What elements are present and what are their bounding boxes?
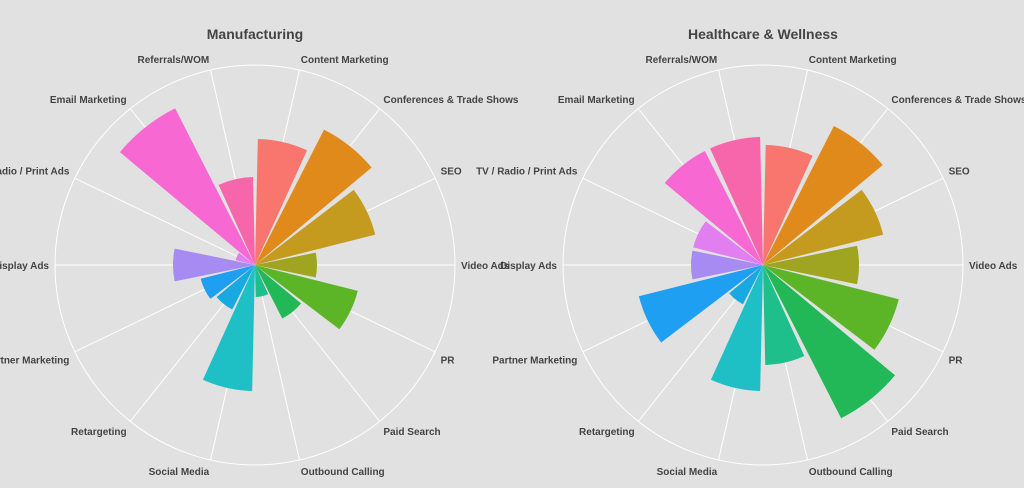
bar-seo — [255, 189, 376, 265]
category-label-content-marketing: Content Marketing — [809, 55, 897, 66]
bar-content-marketing — [763, 145, 813, 265]
category-label-tv-radio-print-ads: TV / Radio / Print Ads — [0, 167, 70, 178]
category-label-paid-search: Paid Search — [383, 427, 440, 438]
bar-paid-search — [255, 265, 302, 319]
category-label-tv-radio-print-ads: TV / Radio / Print Ads — [476, 167, 578, 178]
bar-partner-marketing — [200, 265, 255, 299]
category-label-partner-marketing: Partner Marketing — [492, 355, 577, 366]
bar-email-marketing — [664, 150, 763, 265]
bar-retargeting — [729, 265, 763, 305]
bar-video-ads — [763, 245, 859, 285]
chart-title-manufacturing: Manufacturing — [207, 26, 303, 42]
category-label-email-marketing: Email Marketing — [50, 95, 127, 106]
category-label-video-ads: Video Ads — [969, 261, 1018, 272]
category-label-seo: SEO — [441, 167, 462, 178]
grid-spoke — [254, 264, 300, 461]
bar-video-ads — [255, 252, 317, 278]
category-label-video-ads: Video Ads — [461, 261, 510, 272]
panel-manufacturing: Manufacturing Content Marketing Conferenc… — [0, 26, 519, 478]
grid-spoke — [74, 177, 256, 266]
bar-retargeting — [216, 265, 255, 310]
category-label-referrals-wom: Referrals/WOM — [646, 55, 718, 66]
bar-social-media — [202, 265, 255, 391]
category-label-seo: SEO — [949, 167, 970, 178]
bar-tv-radio-print-ads — [693, 221, 763, 265]
bar-pr — [763, 265, 899, 350]
category-label-outbound-calling: Outbound Calling — [301, 467, 385, 478]
bar-display-ads — [172, 248, 255, 282]
bar-referrals-wom — [710, 137, 763, 265]
bar-conferences-trade-shows — [255, 129, 372, 265]
bar-email-marketing — [119, 108, 255, 265]
bar-outbound-calling — [255, 265, 269, 297]
bar-content-marketing — [255, 139, 308, 265]
category-label-retargeting: Retargeting — [579, 427, 635, 438]
category-label-outbound-calling: Outbound Calling — [809, 467, 893, 478]
category-label-referrals-wom: Referrals/WOM — [138, 55, 210, 66]
category-label-email-marketing: Email Marketing — [558, 95, 635, 106]
bar-paid-search — [763, 265, 896, 419]
category-label-conferences-trade-shows: Conferences & Trade Shows — [383, 95, 518, 106]
category-label-social-media: Social Media — [657, 467, 718, 478]
bar-referrals-wom — [218, 177, 255, 265]
category-label-retargeting: Retargeting — [71, 427, 127, 438]
category-label-display-ads: Display Ads — [0, 261, 49, 272]
bar-social-media — [710, 265, 763, 391]
category-label-content-marketing: Content Marketing — [301, 55, 389, 66]
category-label-pr: PR — [441, 355, 456, 366]
panel-healthcare: Healthcare & Wellness Content Marketing C… — [476, 26, 1024, 478]
category-label-pr: PR — [949, 355, 964, 366]
bar-outbound-calling — [763, 265, 805, 365]
bar-partner-marketing — [638, 265, 763, 343]
chart-title-healthcare: Healthcare & Wellness — [688, 26, 838, 42]
category-label-paid-search: Paid Search — [891, 427, 948, 438]
category-label-conferences-trade-shows: Conferences & Trade Shows — [891, 95, 1024, 106]
category-label-display-ads: Display Ads — [500, 261, 557, 272]
bar-pr — [255, 265, 358, 330]
bar-display-ads — [691, 250, 763, 280]
bar-seo — [763, 189, 884, 265]
bar-tv-radio-print-ads — [235, 252, 255, 265]
category-label-partner-marketing: Partner Marketing — [0, 355, 69, 366]
category-label-social-media: Social Media — [149, 467, 210, 478]
bar-conferences-trade-shows — [763, 126, 883, 266]
